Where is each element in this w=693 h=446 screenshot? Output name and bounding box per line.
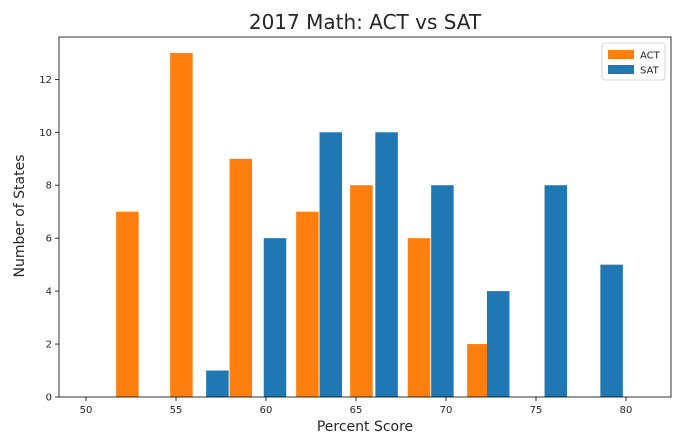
bar-act-0 — [116, 211, 139, 397]
y-axis-ticks: 0 2 4 6 8 10 12 — [39, 75, 59, 404]
bar-act-5 — [407, 238, 431, 397]
legend-swatch-sat — [608, 65, 634, 74]
bar-sat-4 — [431, 185, 454, 397]
y-tick-label: 0 — [46, 393, 52, 404]
legend-label-sat: SAT — [640, 66, 660, 77]
bar-sat-6 — [544, 185, 568, 397]
legend: ACT SAT — [601, 42, 666, 81]
bar-sat-3 — [375, 132, 398, 397]
y-tick-label: 2 — [46, 340, 52, 351]
bar-sat-7 — [600, 264, 623, 397]
legend-swatch-act — [608, 50, 634, 59]
x-tick-label: 50 — [80, 405, 93, 416]
y-tick-label: 8 — [46, 181, 52, 192]
y-tick-label: 6 — [46, 234, 52, 245]
bar-sat-0 — [206, 370, 229, 397]
bar-act-1 — [170, 52, 193, 397]
x-axis-ticks: 50 55 60 65 70 75 80 — [80, 397, 633, 416]
plot-frame — [58, 36, 672, 398]
x-tick-label: 60 — [260, 405, 273, 416]
x-tick-label: 70 — [440, 405, 453, 416]
x-axis-label: Percent Score — [317, 419, 413, 435]
bar-act-4 — [350, 185, 373, 397]
y-tick-label: 12 — [39, 75, 52, 86]
legend-label-act: ACT — [640, 51, 661, 62]
y-axis-label: Number of States — [12, 155, 28, 278]
x-tick-label: 80 — [620, 405, 633, 416]
bar-sat-5 — [486, 291, 510, 397]
chart-title: 2017 Math: ACT vs SAT — [249, 10, 482, 34]
bar-sat-2 — [319, 132, 343, 397]
x-tick-label: 75 — [530, 405, 543, 416]
bars-layer — [116, 52, 623, 397]
x-tick-label: 65 — [350, 405, 363, 416]
bar-sat-1 — [263, 238, 287, 397]
bar-act-6 — [467, 344, 490, 397]
x-tick-label: 55 — [170, 405, 183, 416]
bar-act-3 — [296, 211, 319, 397]
y-tick-label: 4 — [46, 287, 52, 298]
bar-act-2 — [229, 158, 253, 397]
y-tick-label: 10 — [39, 128, 52, 139]
